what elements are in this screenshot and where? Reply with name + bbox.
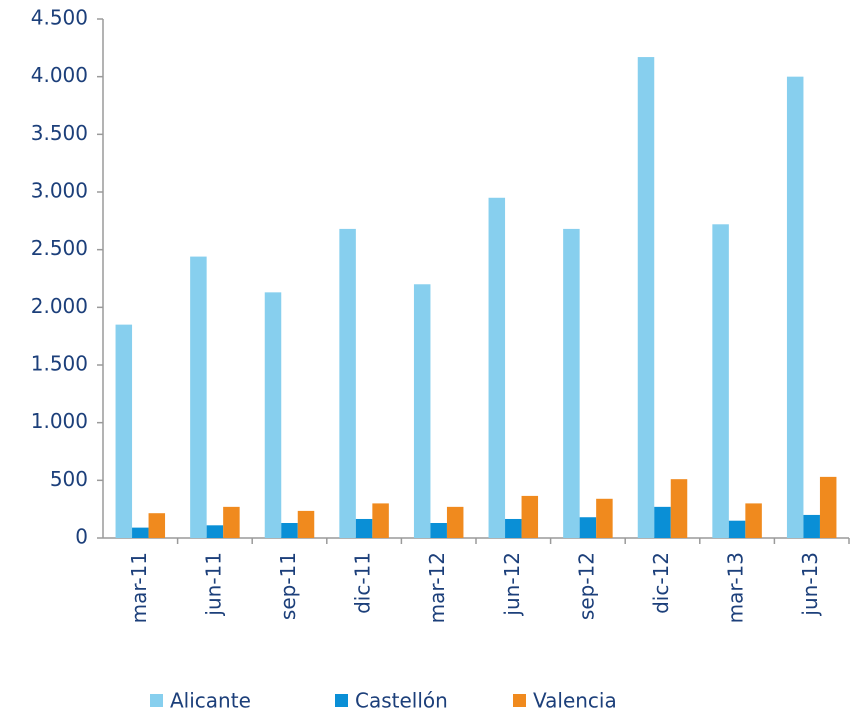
bar — [115, 324, 133, 538]
y-tick-label: 500 — [50, 467, 88, 491]
bar — [819, 476, 837, 538]
x-tick-label: dic-11 — [351, 552, 375, 614]
bar — [596, 498, 613, 538]
y-tick-label: 3.000 — [31, 179, 88, 203]
bar — [654, 506, 671, 538]
x-tick-label: mar-13 — [724, 552, 748, 623]
y-tick-label: 0 — [75, 525, 88, 549]
bar — [563, 228, 580, 538]
x-tick-label: mar-11 — [127, 552, 151, 623]
legend-swatch — [150, 694, 163, 707]
legend-swatch — [335, 694, 348, 707]
bar — [190, 256, 207, 538]
y-tick-label: 2.500 — [31, 236, 88, 260]
y-tick-label: 2.000 — [31, 294, 88, 318]
bar — [505, 518, 522, 538]
bar — [786, 76, 804, 539]
bar — [637, 57, 655, 539]
bar — [372, 503, 389, 538]
bar — [223, 506, 240, 538]
bar — [728, 520, 746, 538]
x-tick-label: dic-12 — [649, 552, 673, 614]
bar — [355, 518, 373, 538]
legend-label: Castellón — [355, 689, 448, 713]
bar — [264, 292, 282, 538]
legend-label: Valencia — [533, 689, 617, 713]
y-tick-label: 3.500 — [31, 121, 88, 145]
bar — [430, 523, 447, 538]
legend-label: Alicante — [170, 689, 251, 713]
bar — [297, 510, 315, 538]
x-tick-label: jun-12 — [500, 552, 524, 617]
y-tick-label: 1.000 — [31, 409, 88, 433]
x-tick-label: sep-12 — [574, 552, 598, 620]
bar — [579, 517, 597, 538]
bar — [132, 527, 149, 538]
x-tick-label: sep-11 — [276, 552, 300, 620]
bar — [670, 479, 688, 538]
y-tick-label: 4.500 — [31, 6, 88, 30]
y-tick-label: 4.000 — [31, 63, 88, 87]
bar — [339, 228, 356, 538]
bar — [148, 513, 166, 538]
bar — [446, 506, 464, 538]
x-tick-label: jun-13 — [798, 552, 822, 617]
bar — [521, 495, 539, 538]
bar — [745, 503, 762, 538]
bar — [206, 525, 224, 538]
legend-swatch — [513, 694, 526, 707]
bar — [413, 284, 431, 538]
bar — [281, 523, 298, 538]
bar — [712, 224, 729, 538]
bar — [803, 514, 820, 538]
x-tick-label: mar-12 — [425, 552, 449, 623]
bar — [488, 197, 506, 538]
y-tick-label: 1.500 — [31, 352, 88, 376]
x-tick-label: jun-11 — [201, 552, 225, 617]
